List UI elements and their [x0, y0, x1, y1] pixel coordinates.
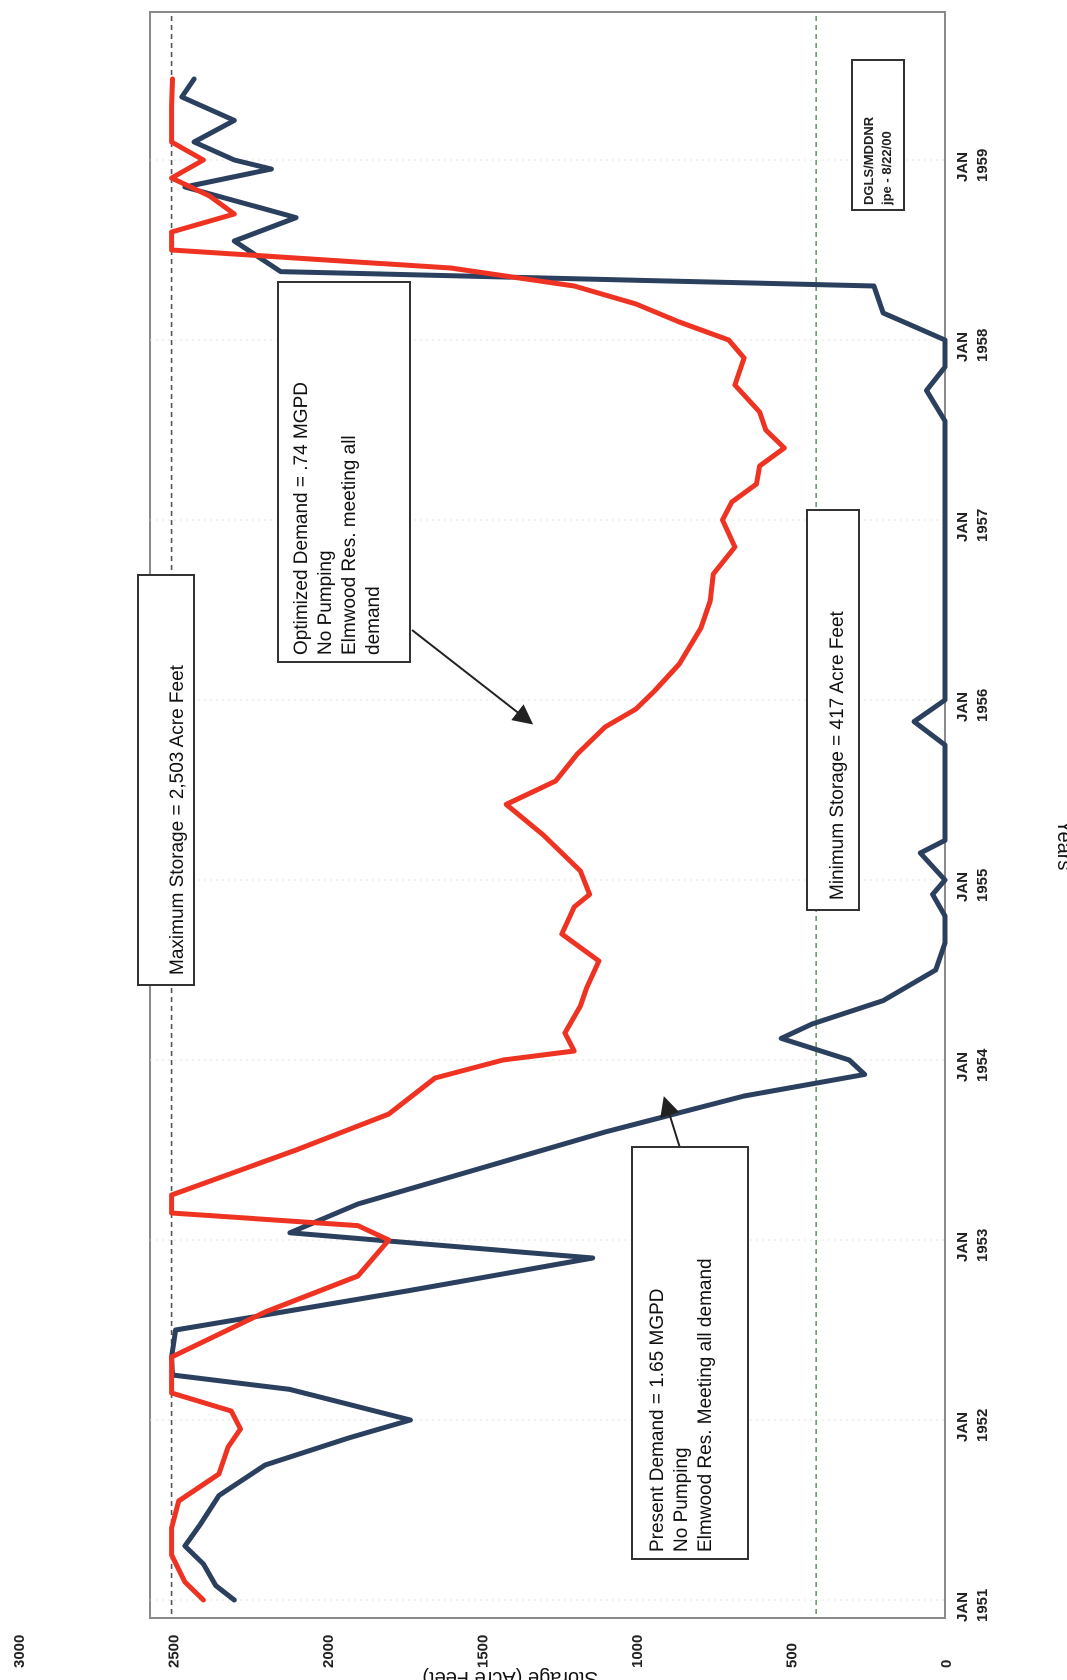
max-annotation-line: Maximum Storage = 2,503 Acre Feet — [167, 664, 188, 975]
series-layer — [169, 76, 948, 1603]
storage-tick-label: 2000 — [320, 1635, 337, 1668]
year-tick-label: JAN 1957 — [954, 509, 991, 542]
year-tick-year: 1958 — [974, 329, 991, 362]
storage-tick-label: 1000 — [629, 1635, 646, 1668]
year-tick-label: JAN 1955 — [954, 869, 991, 902]
optimized-annotation-box — [277, 281, 411, 663]
year-tick-year: 1954 — [974, 1048, 991, 1082]
max-annotation: Maximum Storage = 2,503 Acre Feet — [137, 574, 195, 986]
year-tick-month: JAN — [954, 512, 971, 542]
optimized-annotation-line: Optimized Demand = .74 MGPD — [291, 382, 312, 655]
present-demand-line — [169, 76, 948, 1603]
year-tick-year: 1956 — [974, 689, 991, 722]
present-annotation: Present Demand = 1.65 MGPD No Pumping Elmw… — [631, 1146, 749, 1560]
storage-tick-label: 2500 — [166, 1635, 183, 1668]
year-tick-label: JAN 1954 — [954, 1048, 991, 1082]
max-annotation-box — [137, 574, 195, 986]
year-tick-label: JAN 1958 — [954, 329, 991, 362]
year-tick-year: 1957 — [974, 509, 991, 542]
present-annotation-box — [631, 1146, 749, 1560]
year-tick-label: JAN 1953 — [954, 1229, 991, 1262]
year-tick-label: JAN 1959 — [954, 149, 991, 182]
year-tick-month: JAN — [954, 1232, 971, 1262]
year-tick-month: JAN — [954, 1412, 971, 1442]
year-tick-month: JAN — [954, 332, 971, 362]
axis-titles: Years Storage (Acre Feet) — [422, 820, 1067, 1680]
stamp-annotation-line: DGLS/MDDNR — [861, 116, 876, 205]
optimized-annotation-line: No Pumping — [315, 550, 336, 655]
storage-tick-label: 3000 — [11, 1635, 28, 1668]
minimum-annotation-box — [806, 509, 860, 911]
year-tick-label: JAN 1956 — [954, 689, 991, 722]
optimized-demand-line — [169, 76, 787, 1603]
present-annotation-line: Elmwood Res. Meeting all demand — [695, 1258, 716, 1552]
x-axis-title: Years — [1053, 820, 1067, 870]
year-tick-month: JAN — [954, 1592, 971, 1622]
year-tick-label: JAN 1952 — [954, 1409, 991, 1442]
present-annotation-line: No Pumping — [671, 1447, 692, 1552]
annotations: Maximum Storage = 2,503 Acre Feet Optimiz… — [137, 59, 905, 1560]
minimum-annotation: Minimum Storage = 417 Acre Feet — [806, 509, 860, 911]
year-tick-label: JAN 1951 — [954, 1589, 991, 1622]
y-axis-title: Storage (Acre Feet) — [422, 1667, 598, 1680]
year-tick-month: JAN — [954, 692, 971, 722]
present-arrow — [660, 1096, 681, 1149]
optimized-arrow — [411, 629, 534, 725]
year-tick-month: JAN — [954, 872, 971, 902]
storage-tick-label: 500 — [784, 1643, 801, 1668]
y-tick-labels: 0 500 1000 1500 2000 2500 3000 — [11, 1635, 955, 1668]
year-tick-year: 1951 — [974, 1589, 991, 1622]
year-tick-month: JAN — [954, 1052, 971, 1082]
storage-tick-label: 0 — [938, 1660, 955, 1668]
annotation-arrows — [411, 629, 681, 1149]
stamp-annotation-box — [851, 59, 905, 211]
year-tick-month: JAN — [954, 152, 971, 182]
stamp-annotation-line: jpe - 8/22/00 — [879, 131, 894, 206]
present-annotation-line: Present Demand = 1.65 MGPD — [647, 1289, 668, 1553]
year-tick-year: 1955 — [974, 869, 991, 902]
year-tick-year: 1959 — [974, 149, 991, 182]
year-tick-year: 1953 — [974, 1229, 991, 1262]
stamp-annotation: DGLS/MDDNR jpe - 8/22/00 — [851, 59, 905, 211]
year-tick-year: 1952 — [974, 1409, 991, 1442]
optimized-annotation-line: Elmwood Res. meeting all — [339, 435, 360, 655]
optimized-annotation: Optimized Demand = .74 MGPD No Pumping Elm… — [277, 281, 411, 663]
storage-tick-label: 1500 — [475, 1635, 492, 1668]
minimum-annotation-line: Minimum Storage = 417 Acre Feet — [827, 610, 848, 900]
optimized-annotation-line: demand — [363, 586, 384, 655]
